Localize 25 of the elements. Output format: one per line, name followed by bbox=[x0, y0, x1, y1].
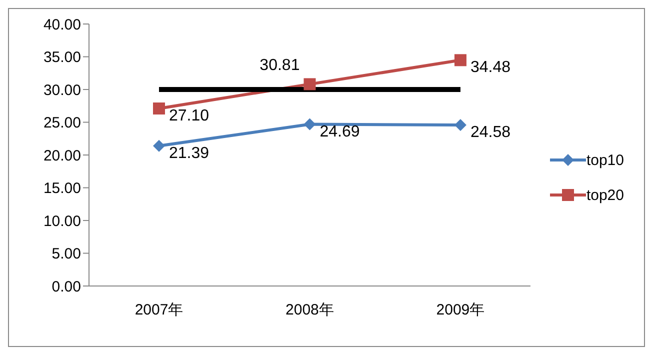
point bbox=[454, 54, 466, 66]
y-tick-label: 0.00 bbox=[52, 278, 81, 296]
data-label: 24.69 bbox=[320, 123, 360, 140]
point bbox=[153, 140, 165, 152]
x-tick-label: 2007年 bbox=[134, 302, 184, 319]
data-label: 24.58 bbox=[470, 124, 511, 141]
point bbox=[304, 118, 316, 130]
x-tick-label: 2009年 bbox=[436, 302, 485, 319]
point bbox=[153, 102, 165, 114]
data-label: 21.39 bbox=[169, 144, 210, 162]
x-tick-label: 2008年 bbox=[286, 302, 334, 319]
y-tick-label: 5.00 bbox=[52, 246, 81, 263]
y-tick-label: 25.00 bbox=[43, 114, 81, 132]
legend-label: top10 bbox=[586, 152, 624, 168]
legend-label: top20 bbox=[586, 186, 624, 204]
data-label: 27.10 bbox=[169, 107, 210, 124]
y-tick-label: 15.00 bbox=[43, 180, 81, 198]
y-tick-label: 30.00 bbox=[43, 82, 81, 99]
y-tick-label: 35.00 bbox=[43, 49, 81, 66]
point bbox=[304, 78, 316, 90]
y-tick-label: 40.00 bbox=[43, 16, 81, 34]
data-label: 30.81 bbox=[260, 57, 300, 74]
data-label: 34.48 bbox=[470, 59, 511, 76]
y-tick-label: 10.00 bbox=[43, 212, 81, 230]
y-tick-label: 20.00 bbox=[43, 147, 81, 164]
